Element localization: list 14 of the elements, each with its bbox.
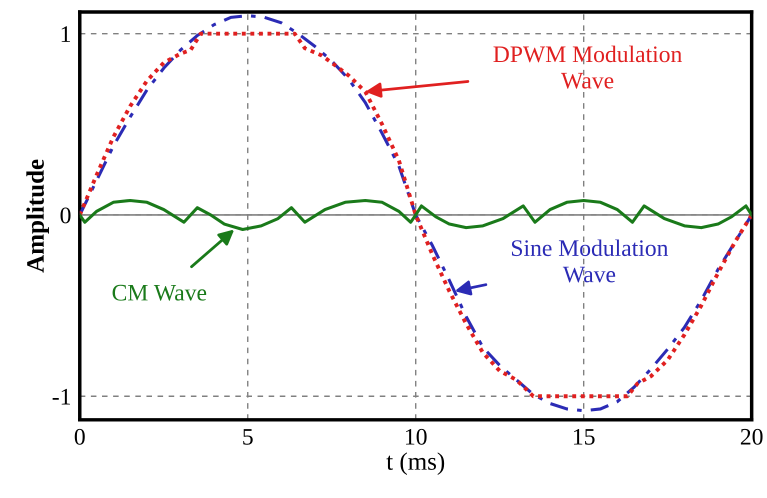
x-tick-label: 10	[406, 428, 427, 445]
annotation: CM Wave	[112, 284, 206, 301]
x-tick-label: 20	[740, 428, 763, 445]
annotation: DPWM Modulation Wave	[493, 46, 682, 89]
y-tick-label: 1	[62, 26, 70, 42]
x-tick-label: 5	[243, 429, 253, 445]
x-axis-title: t (ms)	[386, 452, 444, 476]
y-tick-label: -1	[52, 388, 70, 404]
y-axis-title: Amplitude	[26, 160, 49, 273]
line-series	[80, 198, 752, 232]
y-tick-label: 0	[60, 207, 71, 224]
x-tick-label: 0	[74, 428, 85, 445]
x-tick-label: 15	[574, 428, 595, 445]
annotation: Sine Modulation Wave	[512, 239, 668, 283]
